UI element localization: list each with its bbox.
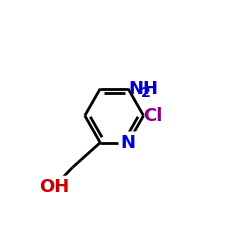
Text: OH: OH xyxy=(39,178,69,196)
Text: 2: 2 xyxy=(141,86,151,100)
Text: N: N xyxy=(120,134,136,152)
Text: OH: OH xyxy=(39,178,69,196)
Text: NH: NH xyxy=(128,80,158,98)
Text: N: N xyxy=(120,134,136,152)
Text: Cl: Cl xyxy=(144,107,163,125)
